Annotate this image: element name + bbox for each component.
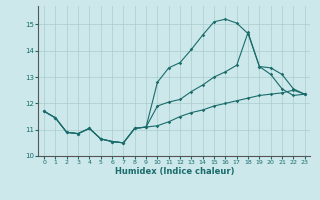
X-axis label: Humidex (Indice chaleur): Humidex (Indice chaleur) bbox=[115, 167, 234, 176]
